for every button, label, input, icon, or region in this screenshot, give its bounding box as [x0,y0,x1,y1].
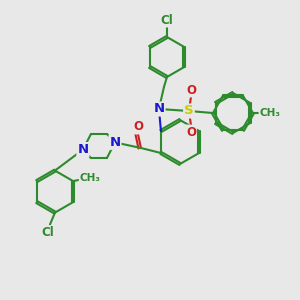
Text: S: S [184,104,194,118]
Text: N: N [153,103,164,116]
Text: O: O [186,125,196,139]
Text: Cl: Cl [42,226,54,239]
Text: N: N [110,136,121,149]
Text: CH₃: CH₃ [260,108,280,118]
Text: O: O [133,121,143,134]
Text: CH₃: CH₃ [80,173,100,183]
Text: N: N [77,143,88,156]
Text: Cl: Cl [160,14,173,26]
Text: O: O [186,83,196,97]
